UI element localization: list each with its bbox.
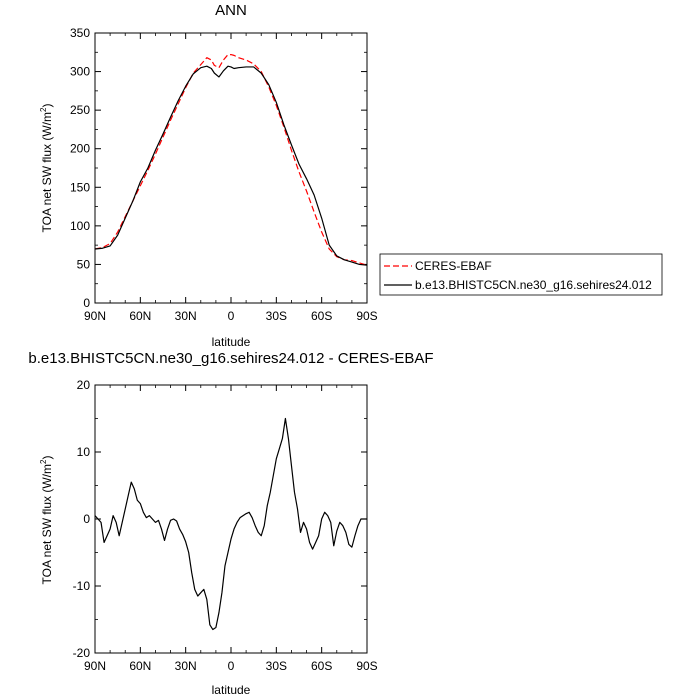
top-y-tick-label: 350 [70, 26, 90, 40]
top-y-tick-label: 150 [70, 180, 90, 194]
top-chart-title: ANN [215, 2, 247, 19]
bottom-y-axis-label-superscript: 2 [39, 459, 48, 464]
top-y-tick-label: 300 [70, 65, 90, 79]
top-y-tick-label: 200 [70, 142, 90, 156]
top-x-tick-label: 60S [311, 309, 332, 323]
top-plot-area [94, 54, 368, 266]
bottom-y-axis-label-close: ) [40, 456, 54, 460]
bottom-y-tick-label: 0 [83, 512, 90, 526]
bottom-plot-area [94, 417, 367, 631]
top-y-axis-label-superscript: 2 [39, 107, 48, 112]
legend: CERES-EBAF b.e13.BHISTC5CN.ne30_g16.sehi… [379, 253, 663, 296]
top-y-axis-label-text: TOA net SW flux (W/m [40, 112, 54, 232]
top-x-tick-label: 90S [356, 309, 377, 323]
legend-box [379, 253, 663, 296]
top-x-tick-label: 0 [228, 309, 235, 323]
top-x-axis-label: latitude [212, 335, 251, 349]
bottom-plot-frame [94, 384, 368, 654]
top-plot-frame [94, 32, 368, 304]
top-y-tick-label: 50 [77, 257, 91, 271]
bottom-x-tick-label: 0 [228, 659, 235, 673]
bottom-x-tick-label: 90N [84, 659, 106, 673]
bottom-series-line-0 [94, 417, 367, 631]
bottom-x-tick-label: 60N [129, 659, 151, 673]
bottom-chart-title: b.e13.BHISTC5CN.ne30_g16.sehires24.012 -… [28, 350, 433, 367]
bottom-y-axis-label: TOA net SW flux (W/m2) [39, 456, 54, 585]
top-y-tick-label: 100 [70, 219, 90, 233]
bottom-x-tick-label: 30S [266, 659, 287, 673]
top-x-tick-label: 60N [129, 309, 151, 323]
legend-label-model: b.e13.BHISTC5CN.ne30_g16.sehires24.012 [415, 278, 652, 292]
top-series-line-0 [94, 54, 368, 266]
bottom-x-axis-label: latitude [212, 683, 251, 697]
top-x-tick-label: 90N [84, 309, 106, 323]
legend-label-ceres: CERES-EBAF [415, 259, 492, 273]
top-line-chart: ANN TOA net SW flux (W/m2) latitude 90N 6… [39, 2, 378, 349]
top-y-tick-label: 250 [70, 103, 90, 117]
top-series-line-1 [94, 65, 368, 266]
bottom-x-tick-label: 60S [311, 659, 332, 673]
top-x-tick-label: 30S [266, 309, 287, 323]
bottom-y-tick-label: -20 [73, 646, 91, 660]
bottom-y-axis-label-text: TOA net SW flux (W/m [40, 464, 54, 584]
bottom-y-tick-label: 20 [77, 378, 91, 392]
bottom-y-tick-label: -10 [73, 579, 91, 593]
bottom-line-chart: b.e13.BHISTC5CN.ne30_g16.sehires24.012 -… [28, 350, 433, 697]
top-y-tick-label: 0 [83, 296, 90, 310]
top-x-tick-label: 30N [175, 309, 197, 323]
top-y-axis-label: TOA net SW flux (W/m2) [39, 104, 54, 233]
top-y-axis-label-close: ) [40, 104, 54, 108]
bottom-y-tick-label: 10 [77, 445, 91, 459]
bottom-x-tick-label: 30N [175, 659, 197, 673]
bottom-x-tick-label: 90S [356, 659, 377, 673]
